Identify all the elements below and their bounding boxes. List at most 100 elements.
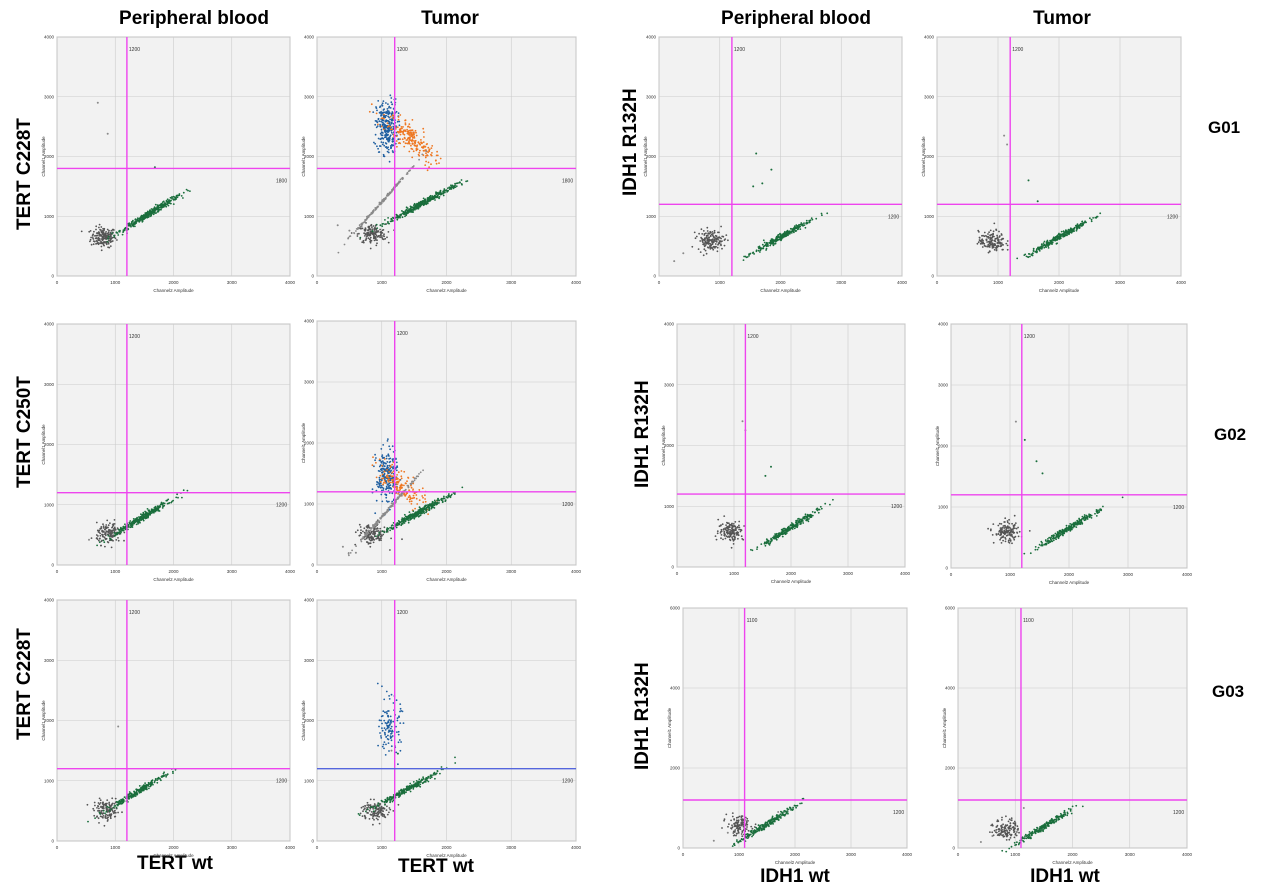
droplet-point: [791, 528, 794, 530]
x-tick-label: 3000: [1123, 572, 1134, 577]
droplet-point: [380, 232, 383, 234]
droplet-point: [1004, 536, 1006, 539]
droplet-point: [796, 225, 799, 227]
droplet-point: [396, 474, 398, 476]
droplet-point: [162, 200, 165, 203]
droplet-point: [382, 141, 385, 144]
droplet-point: [355, 228, 358, 230]
droplet-point: [1027, 256, 1029, 258]
droplet-point: [396, 120, 399, 123]
droplet-point: [715, 237, 717, 240]
droplet-point: [383, 531, 386, 534]
y-tick-label: 0: [945, 566, 948, 571]
droplet-point: [98, 226, 100, 229]
droplet-point: [1056, 236, 1059, 239]
droplet-point: [417, 515, 420, 518]
droplet-point: [1002, 535, 1005, 537]
droplet-point: [720, 524, 722, 526]
droplet-point: [365, 529, 368, 532]
droplet-point: [149, 215, 152, 218]
droplet-point: [1063, 234, 1065, 237]
droplet-point: [389, 115, 392, 118]
droplet-point: [105, 243, 108, 245]
droplet-point: [115, 539, 118, 541]
droplet-point: [116, 527, 119, 529]
droplet-point: [420, 139, 422, 141]
droplet-point: [1068, 229, 1071, 232]
droplet-point: [1000, 542, 1003, 544]
droplet-point: [388, 482, 391, 485]
droplet-point: [376, 537, 378, 540]
droplet-point: [431, 145, 434, 147]
droplet-point: [149, 209, 151, 212]
droplet-point: [1032, 252, 1034, 255]
droplet-point: [384, 476, 387, 479]
droplet-point: [100, 526, 103, 528]
droplet-point: [989, 238, 992, 241]
droplet-point: [807, 520, 810, 523]
droplet-point: [427, 161, 430, 164]
droplet-point: [405, 482, 407, 485]
droplet-point: [177, 496, 179, 499]
droplet-point: [134, 225, 136, 228]
droplet-point: [982, 241, 985, 244]
droplet-point: [761, 243, 764, 246]
droplet-point: [395, 481, 398, 484]
droplet-point: [788, 527, 791, 530]
droplet-point: [743, 255, 745, 258]
droplet-point: [409, 496, 412, 499]
droplet-point: [421, 509, 423, 511]
droplet-point: [389, 474, 392, 477]
droplet-point: [381, 455, 383, 458]
droplet-point: [721, 240, 723, 243]
droplet-point: [740, 535, 743, 538]
droplet-point: [776, 536, 779, 538]
droplet-point: [381, 486, 384, 489]
droplet-point: [103, 536, 106, 539]
droplet-point: [385, 475, 388, 477]
droplet-point: [445, 189, 447, 192]
x-tick-label: 0: [56, 280, 59, 285]
droplet-point: [372, 456, 374, 459]
droplet-point: [783, 232, 786, 235]
droplet-point: [381, 223, 384, 225]
droplet-point: [385, 467, 388, 470]
droplet-point: [403, 136, 406, 139]
droplet-point: [1000, 233, 1003, 235]
droplet-point: [396, 498, 399, 500]
droplet-point: [172, 198, 175, 201]
droplet-point: [1000, 244, 1003, 247]
y-axis-title: Channel1 Amplitude: [301, 422, 306, 463]
droplet-point: [131, 223, 134, 226]
droplet-point: [408, 140, 410, 143]
droplet-point: [386, 461, 389, 463]
outlier-point: [96, 101, 99, 104]
droplet-point: [981, 246, 984, 248]
droplet-point: [803, 517, 806, 520]
droplet-point: [435, 154, 438, 157]
droplet-point: [388, 445, 391, 448]
droplet-point: [95, 537, 98, 540]
droplet-point: [108, 229, 110, 232]
droplet-point: [101, 533, 103, 536]
x-axis-title: Channel2 Amplitude: [760, 288, 801, 293]
droplet-point: [384, 219, 386, 221]
droplet-point: [705, 232, 707, 235]
droplet-point: [386, 484, 389, 486]
droplet-point: [395, 478, 397, 480]
droplet-point: [407, 136, 410, 139]
x-tick-label: 3000: [227, 569, 238, 574]
droplet-point: [987, 237, 990, 239]
droplet-point: [165, 200, 168, 203]
droplet-point: [1035, 251, 1038, 254]
droplet-point: [164, 202, 166, 204]
droplet-point: [795, 521, 797, 524]
droplet-point: [415, 477, 417, 480]
scatter-panel: 0 1000 2000 3000 400001000200030004000Channe…: [643, 35, 908, 294]
droplet-point: [441, 501, 444, 504]
droplet-point: [376, 145, 378, 148]
droplet-point: [978, 236, 981, 239]
droplet-point: [776, 239, 778, 242]
outlier-point: [1027, 179, 1030, 182]
